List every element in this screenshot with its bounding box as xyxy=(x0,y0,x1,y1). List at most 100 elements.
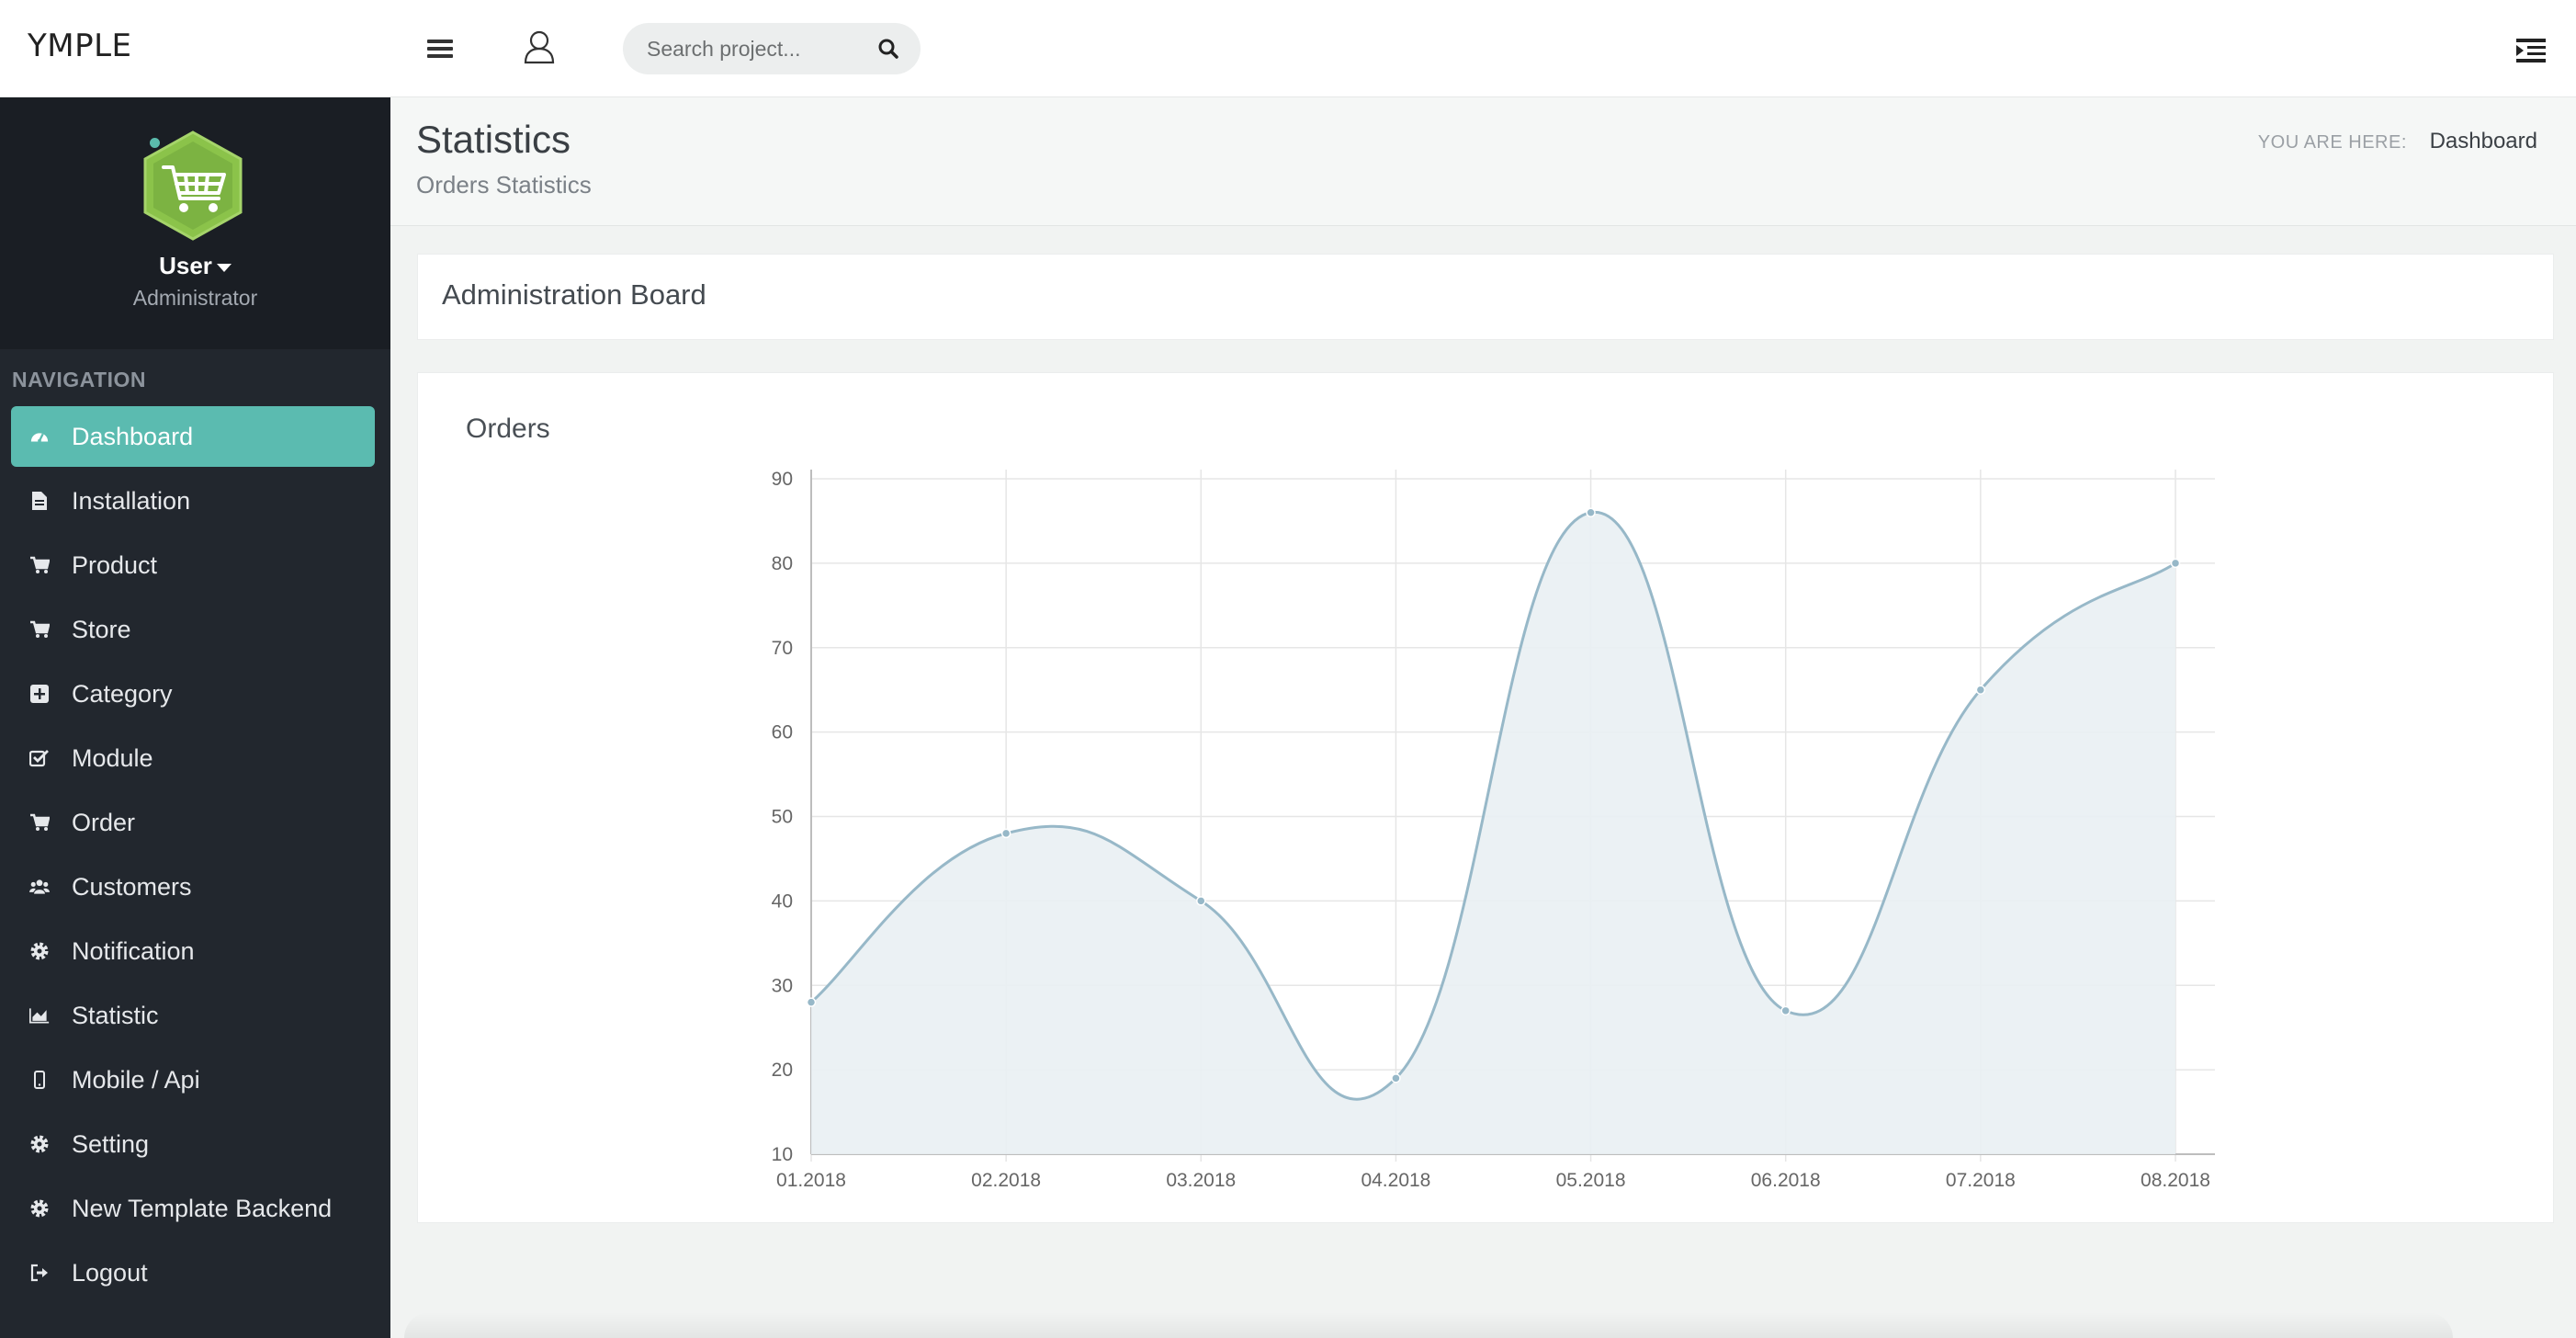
x-tick-label: 01.2018 xyxy=(776,1170,846,1191)
x-tick-label: 03.2018 xyxy=(1166,1170,1236,1191)
y-tick-label: 50 xyxy=(772,807,793,828)
y-tick-label: 70 xyxy=(772,638,793,659)
hamburger-icon[interactable] xyxy=(419,28,461,70)
mobile-icon xyxy=(29,1070,50,1090)
check-square-icon xyxy=(29,748,50,768)
cart-icon xyxy=(29,619,50,640)
sidebar-item-module[interactable]: Module xyxy=(11,728,375,788)
brand-logo-text[interactable]: YMPLE xyxy=(28,28,132,64)
sidebar-item-label: Logout xyxy=(72,1258,148,1287)
data-point xyxy=(806,997,817,1007)
orders-area-chart: 10 20 30 40 50 60 70 80 90 01.2018 02.2018 03.2018 0… xyxy=(772,469,2215,1191)
search-box xyxy=(623,23,921,74)
sidebar-item-new-template-backend[interactable]: New Template Backend xyxy=(11,1178,375,1239)
data-point xyxy=(1586,507,1596,517)
data-point xyxy=(1780,1005,1791,1016)
search-icon[interactable] xyxy=(876,37,900,61)
sidebar-item-installation[interactable]: Installation xyxy=(11,471,375,531)
dashboard-icon xyxy=(29,426,50,447)
sidebar-item-store[interactable]: Store xyxy=(11,599,375,660)
sidebar-item-mobile-api[interactable]: Mobile / Api xyxy=(11,1049,375,1110)
sidebar-item-label: Product xyxy=(72,550,158,579)
plus-square-icon xyxy=(29,684,50,704)
sidebar-item-label: Installation xyxy=(72,486,191,515)
sidebar-item-label: Order xyxy=(72,808,136,836)
y-tick-label: 90 xyxy=(772,469,793,490)
caret-down-icon xyxy=(216,263,232,272)
sidebar-item-statistic[interactable]: Statistic xyxy=(11,985,375,1046)
page-title: Statistics xyxy=(416,118,571,161)
x-tick-label: 02.2018 xyxy=(971,1170,1041,1191)
sidebar-item-order[interactable]: Order xyxy=(11,792,375,853)
sidebar-item-label: Category xyxy=(72,679,173,708)
gear-icon xyxy=(29,941,50,961)
avatar[interactable] xyxy=(138,129,248,243)
y-tick-label: 10 xyxy=(772,1144,793,1165)
x-tick-label: 08.2018 xyxy=(2141,1170,2210,1191)
search-input[interactable] xyxy=(647,34,858,63)
cart-icon xyxy=(29,812,50,833)
administration-board-panel: Administration Board xyxy=(417,254,2554,340)
x-tick-label: 06.2018 xyxy=(1751,1170,1821,1191)
user-role: Administrator xyxy=(132,286,258,310)
x-tick-label: 04.2018 xyxy=(1361,1170,1430,1191)
file-icon xyxy=(29,491,50,511)
nav-section-title: NAVIGATION xyxy=(12,368,146,391)
indent-menu-icon[interactable] xyxy=(2510,29,2552,72)
sidebar-item-product[interactable]: Product xyxy=(11,535,375,595)
area-chart-icon xyxy=(29,1005,50,1026)
breadcrumb: YOU ARE HERE: Dashboard xyxy=(2258,129,2537,154)
sidebar-item-label: Customers xyxy=(72,872,192,901)
sidebar-item-label: Setting xyxy=(72,1129,150,1158)
sidebar-item-label: Module xyxy=(72,743,153,772)
user-outline-icon[interactable] xyxy=(518,26,560,68)
footer-shadow xyxy=(404,1312,2453,1338)
page-subtitle: Orders Statistics xyxy=(416,171,592,198)
chart-panel-title: Orders xyxy=(466,414,550,444)
breadcrumb-label: YOU ARE HERE: xyxy=(2257,132,2407,153)
cart-icon xyxy=(29,555,50,575)
series-area-fill xyxy=(811,512,2175,1154)
sidebar-item-customers[interactable]: Customers xyxy=(11,856,375,917)
top-navbar: YMPLE xyxy=(0,0,2576,97)
data-point xyxy=(1391,1073,1401,1083)
y-tick-label: 20 xyxy=(772,1060,793,1081)
sidebar-item-label: New Template Backend xyxy=(72,1194,333,1222)
user-name: User xyxy=(159,252,212,279)
sidebar-item-setting[interactable]: Setting xyxy=(11,1114,375,1174)
panel-title: Administration Board xyxy=(442,278,706,311)
nav-list: Dashboard Installation Product Store Cat… xyxy=(11,406,375,1307)
x-tick-label: 05.2018 xyxy=(1556,1170,1626,1191)
y-tick-label: 60 xyxy=(772,722,793,743)
data-point xyxy=(1196,896,1206,906)
cart-icon xyxy=(162,165,226,200)
series-line xyxy=(810,511,2176,1101)
sidebar-item-dashboard[interactable]: Dashboard xyxy=(11,406,375,467)
breadcrumb-current[interactable]: Dashboard xyxy=(2429,129,2537,153)
gear-icon xyxy=(29,1198,50,1219)
sidebar-item-label: Dashboard xyxy=(72,422,194,450)
orders-chart-panel: Orders 10 20 30 40 50 60 70 80 90 01.2018 02.2018 0… xyxy=(417,372,2554,1223)
page-header: Statistics Orders Statistics YOU ARE HER… xyxy=(390,97,2576,226)
sidebar-item-label: Notification xyxy=(72,936,195,965)
gear-icon xyxy=(29,1134,50,1154)
data-point xyxy=(2170,558,2181,569)
user-menu-toggle[interactable]: User xyxy=(0,252,390,280)
sign-out-icon xyxy=(29,1263,50,1283)
sidebar-item-label: Store xyxy=(72,615,131,643)
sidebar-item-logout[interactable]: Logout xyxy=(11,1242,375,1303)
users-icon xyxy=(29,877,50,897)
sidebar-item-notification[interactable]: Notification xyxy=(11,921,375,981)
sidebar: User Administrator NAVIGATION Dashboard … xyxy=(0,97,390,1338)
sidebar-item-label: Statistic xyxy=(72,1001,159,1029)
x-tick-label: 07.2018 xyxy=(1946,1170,2016,1191)
data-point xyxy=(1975,685,1986,695)
user-profile: User Administrator xyxy=(0,97,390,349)
y-tick-label: 40 xyxy=(772,890,793,912)
y-tick-label: 80 xyxy=(772,553,793,574)
y-tick-label: 30 xyxy=(772,975,793,996)
sidebar-item-category[interactable]: Category xyxy=(11,663,375,724)
online-status-dot xyxy=(148,136,162,150)
data-point xyxy=(1000,828,1011,839)
sidebar-item-label: Mobile / Api xyxy=(72,1065,200,1094)
